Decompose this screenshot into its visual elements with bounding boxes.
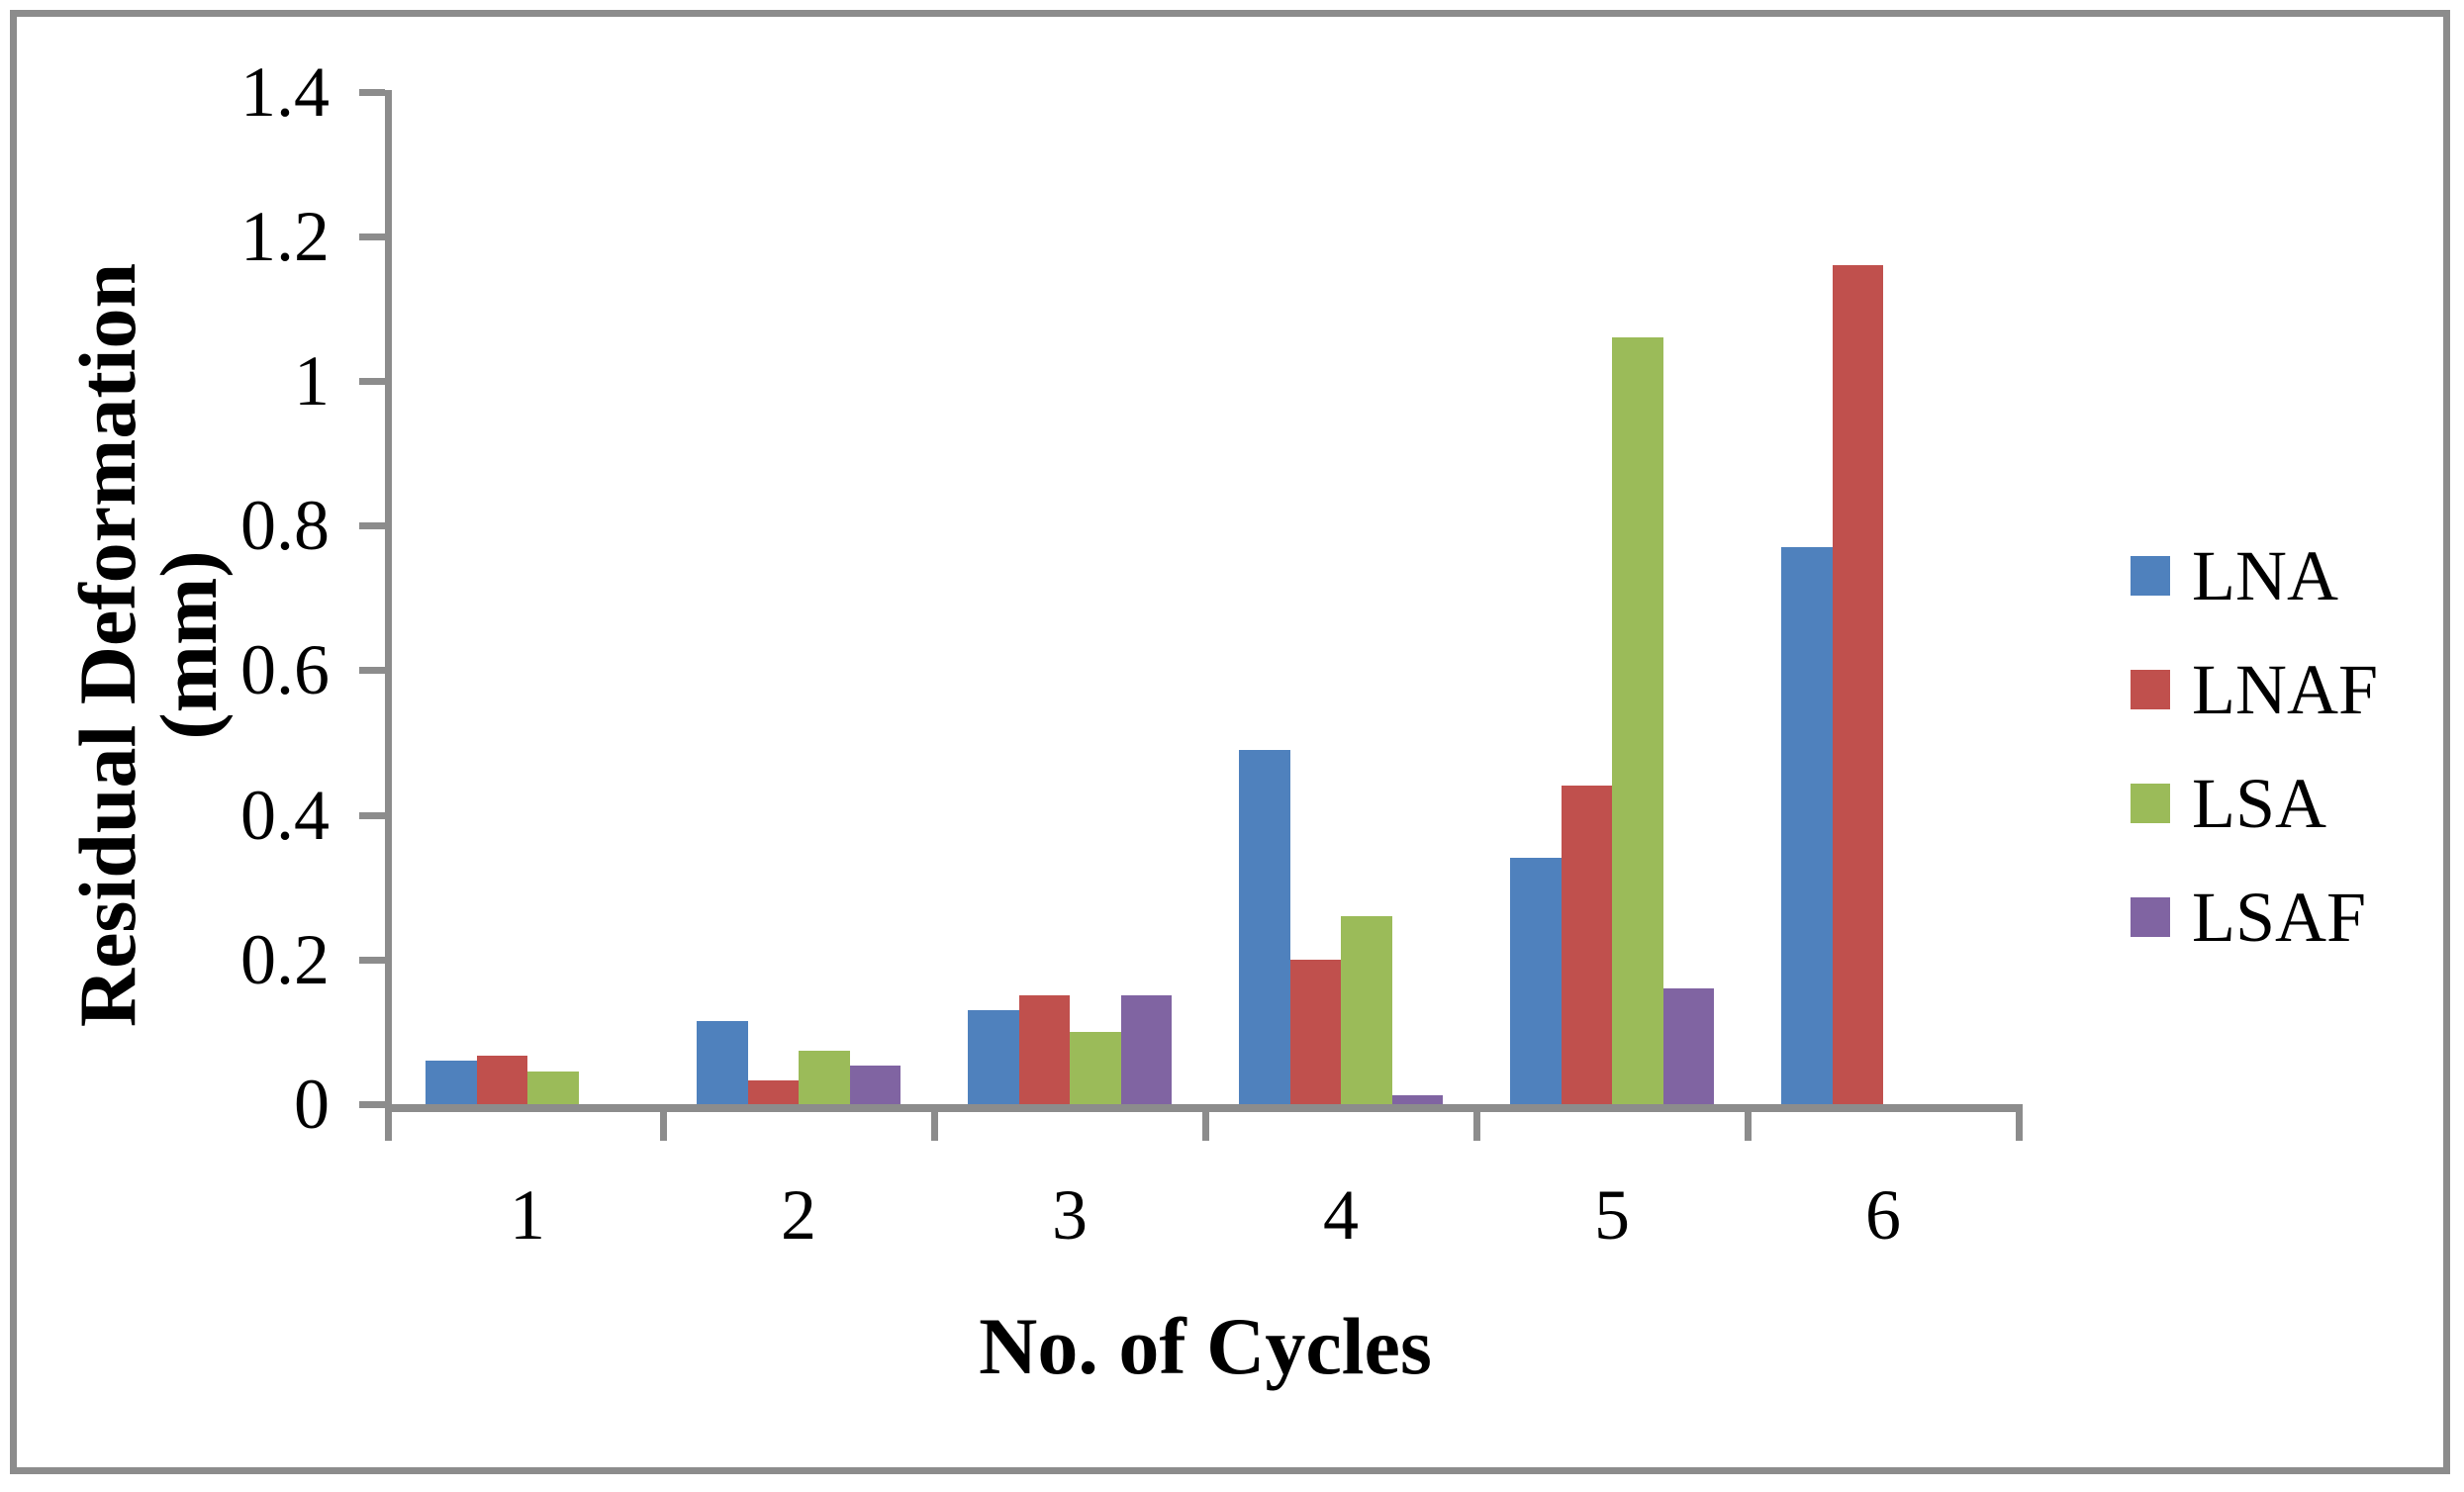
y-tick-1.2 [359, 233, 385, 240]
y-tick-0 [359, 1101, 385, 1108]
bar-lna-cycle-1 [426, 1061, 477, 1104]
legend-swatch-lsa [2131, 784, 2170, 823]
y-tick-1 [359, 378, 385, 385]
legend-item-lsaf: LSAF [2131, 878, 2427, 957]
x-category-label-2: 2 [781, 1175, 816, 1255]
bar-lsaf-cycle-4 [1391, 1095, 1443, 1104]
x-tick-4 [1473, 1111, 1480, 1141]
y-tick-0.4 [359, 811, 385, 819]
y-tick-1.4 [359, 88, 385, 96]
bar-lsa-cycle-4 [1341, 915, 1392, 1104]
x-category-label-6: 6 [1865, 1175, 1901, 1255]
legend-swatch-lsaf [2131, 897, 2170, 937]
bar-lsaf-cycle-2 [849, 1066, 900, 1104]
legend-label-lsaf: LSAF [2192, 878, 2367, 957]
legend-item-lnaf: LNAF [2131, 650, 2427, 729]
bar-lnaf-cycle-4 [1289, 959, 1341, 1104]
bar-lsaf-cycle-3 [1120, 995, 1172, 1104]
x-axis-title: No. of Cycles [979, 1301, 1432, 1391]
figure-border [10, 10, 2450, 1474]
bar-lna-cycle-4 [1239, 749, 1290, 1104]
legend-label-lnaf: LNAF [2192, 650, 2379, 729]
y-tick-label-0.8: 0.8 [240, 486, 330, 566]
legend-label-lsa: LSA [2192, 764, 2327, 843]
x-axis-line [385, 1104, 2023, 1112]
bar-lsaf-cycle-5 [1662, 988, 1714, 1104]
bar-lsa-cycle-1 [527, 1072, 579, 1104]
legend-item-lna: LNA [2131, 536, 2427, 615]
y-tick-label-0.4: 0.4 [240, 775, 330, 855]
legend-item-lsa: LSA [2131, 764, 2427, 843]
bar-lnaf-cycle-3 [1018, 995, 1070, 1104]
y-tick-label-0.6: 0.6 [240, 630, 330, 710]
x-category-label-3: 3 [1052, 1175, 1088, 1255]
x-tick-0 [385, 1111, 392, 1141]
y-tick-label-0.2: 0.2 [240, 919, 330, 999]
bar-lnaf-cycle-6 [1832, 265, 1883, 1104]
y-tick-0.6 [359, 667, 385, 675]
bar-lnaf-cycle-1 [476, 1056, 527, 1104]
y-tick-label-0: 0 [294, 1065, 330, 1144]
x-category-label-1: 1 [510, 1175, 545, 1255]
x-tick-2 [931, 1111, 938, 1141]
bar-lsa-cycle-3 [1070, 1031, 1121, 1104]
bar-lsa-cycle-2 [799, 1050, 850, 1104]
bar-lnaf-cycle-2 [747, 1079, 799, 1104]
bar-lna-cycle-5 [1510, 858, 1562, 1104]
x-tick-3 [1202, 1111, 1209, 1141]
x-tick-5 [1745, 1111, 1752, 1141]
x-tick-1 [660, 1111, 667, 1141]
y-tick-label-1.4: 1.4 [240, 51, 330, 132]
legend-swatch-lna [2131, 556, 2170, 596]
bar-lna-cycle-3 [968, 1009, 1019, 1104]
bar-lna-cycle-6 [1781, 547, 1833, 1104]
x-category-label-4: 4 [1323, 1175, 1359, 1255]
y-tick-label-1: 1 [294, 341, 330, 420]
bar-lna-cycle-2 [697, 1020, 748, 1104]
y-tick-0.8 [359, 522, 385, 530]
bar-lsa-cycle-5 [1612, 337, 1663, 1104]
y-tick-0.2 [359, 956, 385, 964]
y-axis-line [385, 89, 392, 1111]
x-category-label-5: 5 [1594, 1175, 1630, 1255]
legend-label-lna: LNA [2192, 536, 2338, 615]
x-tick-6 [2016, 1111, 2023, 1141]
legend-swatch-lnaf [2131, 670, 2170, 709]
bar-lnaf-cycle-5 [1561, 786, 1612, 1104]
y-tick-label-1.2: 1.2 [240, 196, 330, 276]
